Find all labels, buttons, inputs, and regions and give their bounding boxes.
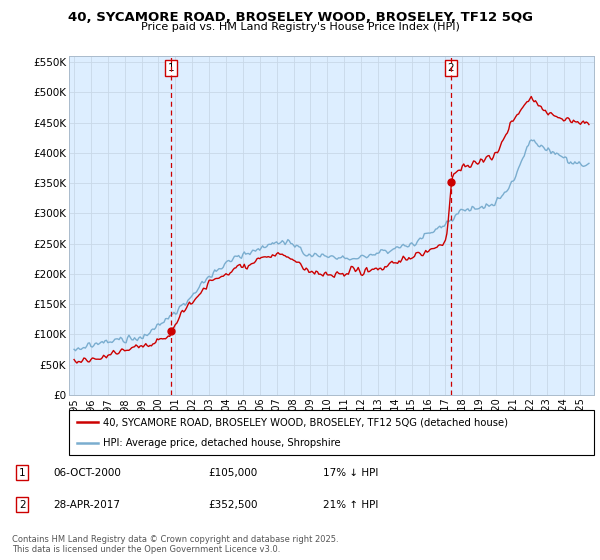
Text: 28-APR-2017: 28-APR-2017 — [53, 500, 121, 510]
Text: 21% ↑ HPI: 21% ↑ HPI — [323, 500, 379, 510]
Text: 06-OCT-2000: 06-OCT-2000 — [53, 468, 121, 478]
Text: 2: 2 — [19, 500, 26, 510]
Text: Contains HM Land Registry data © Crown copyright and database right 2025.
This d: Contains HM Land Registry data © Crown c… — [12, 535, 338, 554]
Text: 1: 1 — [168, 63, 175, 73]
Text: 2: 2 — [448, 63, 454, 73]
Text: 1: 1 — [19, 468, 26, 478]
Text: 40, SYCAMORE ROAD, BROSELEY WOOD, BROSELEY, TF12 5QG: 40, SYCAMORE ROAD, BROSELEY WOOD, BROSEL… — [67, 11, 533, 24]
Text: £352,500: £352,500 — [208, 500, 257, 510]
Text: 40, SYCAMORE ROAD, BROSELEY WOOD, BROSELEY, TF12 5QG (detached house): 40, SYCAMORE ROAD, BROSELEY WOOD, BROSEL… — [103, 417, 508, 427]
Text: £105,000: £105,000 — [208, 468, 257, 478]
Text: HPI: Average price, detached house, Shropshire: HPI: Average price, detached house, Shro… — [103, 438, 341, 448]
Text: 17% ↓ HPI: 17% ↓ HPI — [323, 468, 379, 478]
FancyBboxPatch shape — [69, 410, 594, 455]
Text: Price paid vs. HM Land Registry's House Price Index (HPI): Price paid vs. HM Land Registry's House … — [140, 22, 460, 32]
